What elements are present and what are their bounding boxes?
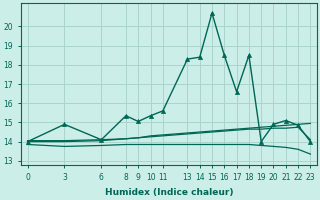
X-axis label: Humidex (Indice chaleur): Humidex (Indice chaleur) <box>105 188 233 197</box>
